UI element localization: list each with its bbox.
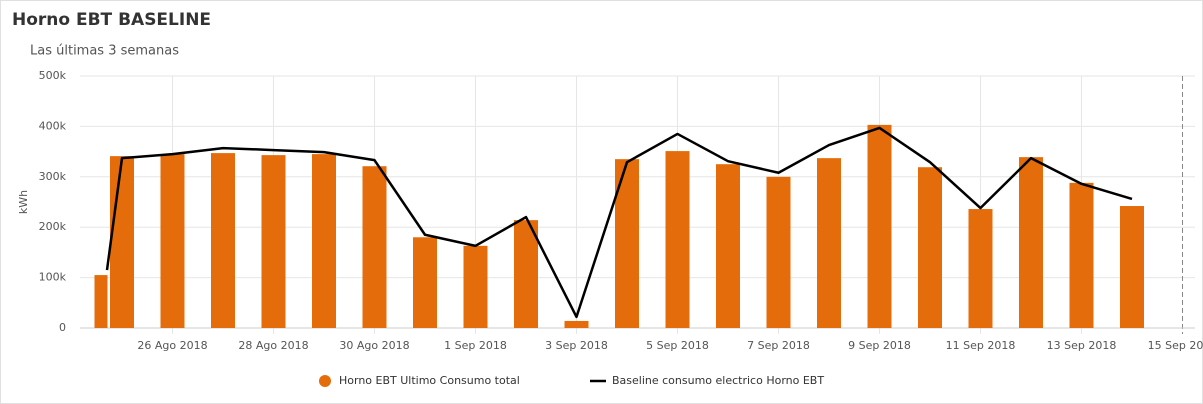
- bar: [665, 151, 690, 328]
- bar: [110, 156, 134, 328]
- bar: [766, 176, 791, 328]
- bar: [160, 154, 185, 328]
- bar: [716, 164, 740, 328]
- bar: [312, 154, 336, 328]
- x-tick-label: 28 Ago 2018: [238, 339, 308, 352]
- legend-label: Horno EBT Ultimo Consumo total: [339, 374, 520, 387]
- x-tick-label: 26 Ago 2018: [137, 339, 207, 352]
- bar: [211, 153, 235, 328]
- x-tick-label: 11 Sep 2018: [946, 339, 1016, 352]
- bar: [94, 275, 108, 328]
- bar: [1120, 206, 1144, 328]
- bar: [564, 320, 589, 328]
- bar: [867, 124, 892, 328]
- bar: [1069, 182, 1094, 328]
- bar: [1019, 157, 1043, 328]
- x-tick-label: 15 Sep 2018: [1148, 339, 1203, 352]
- bar: [918, 167, 942, 328]
- x-tick-label: 1 Sep 2018: [444, 339, 507, 352]
- y-tick-label: 0: [59, 321, 66, 334]
- y-tick-label: 200k: [39, 220, 67, 233]
- x-tick-label: 5 Sep 2018: [646, 339, 709, 352]
- bar: [463, 245, 488, 328]
- x-tick-label: 3 Sep 2018: [545, 339, 608, 352]
- y-tick-label: 300k: [39, 170, 67, 183]
- bar: [362, 166, 387, 328]
- bar: [968, 209, 993, 328]
- x-tick-label: 30 Ago 2018: [339, 339, 409, 352]
- chart-title: Horno EBT BASELINE: [12, 10, 211, 30]
- y-tick-label: 400k: [39, 119, 67, 132]
- x-tick-label: 9 Sep 2018: [848, 339, 911, 352]
- bar: [514, 220, 538, 328]
- legend-label: Baseline consumo electrico Horno EBT: [612, 374, 824, 387]
- bar: [817, 158, 841, 328]
- legend-swatch: [319, 375, 331, 387]
- line: [105, 126, 1133, 319]
- y-axis-label: kWh: [17, 190, 30, 214]
- x-tick-label: 7 Sep 2018: [747, 339, 810, 352]
- x-tick-label: 13 Sep 2018: [1047, 339, 1117, 352]
- bar: [413, 237, 437, 328]
- chart-subtitle: Las últimas 3 semanas: [30, 44, 179, 59]
- bar: [261, 155, 286, 328]
- y-tick-label: 500k: [39, 69, 67, 82]
- y-tick-label: 100k: [39, 271, 67, 284]
